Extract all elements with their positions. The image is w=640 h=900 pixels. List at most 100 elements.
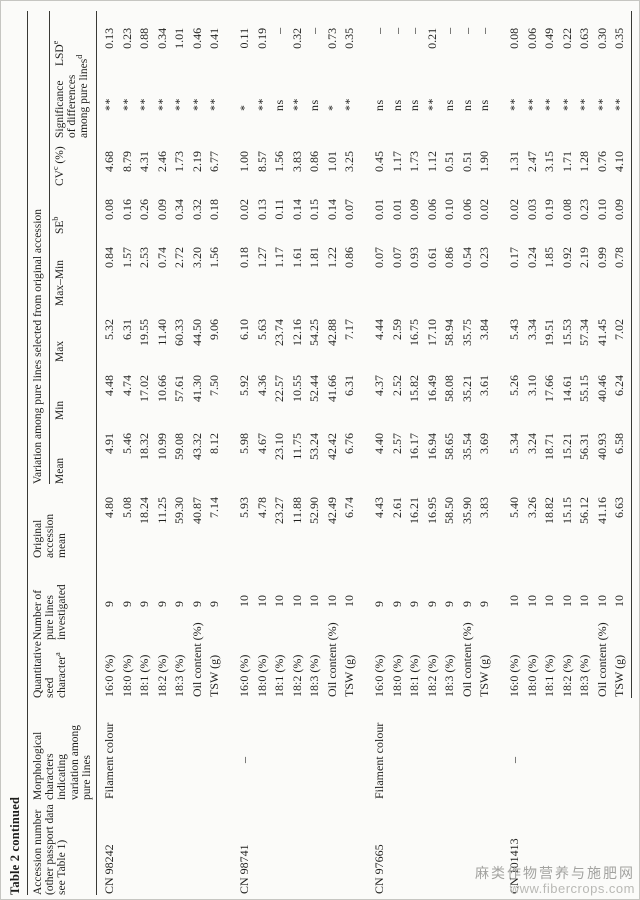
cell-original-mean: 6.63 <box>610 484 632 558</box>
col-header-morphology: Morphological characters indicating variati… <box>27 698 97 800</box>
cell-cv: 1.90 <box>477 151 491 172</box>
cell-lsd: – <box>307 27 321 34</box>
cell-significance: ns <box>372 99 386 111</box>
cell-max-min: 0.54 <box>459 247 474 268</box>
cell-original-mean: 11.25 <box>154 497 169 524</box>
cell-mean: 5.46 <box>119 433 134 454</box>
cell-se: 0.18 <box>207 199 221 220</box>
cell-character: 18:1 (%) <box>137 654 151 697</box>
cell-original-mean: 40.87 <box>189 497 204 524</box>
cell-se: 0.14 <box>324 199 339 220</box>
cell-min: 16.49 <box>424 375 439 402</box>
cell-cv: 1.00 <box>237 151 251 172</box>
cell-lsd: 0.08 <box>507 27 521 49</box>
cell-morphological-character: Filament colour <box>96 698 223 800</box>
cell-significance: ** <box>577 98 591 111</box>
table-row: CN 97665 Filament colour 16:0 (%) 9 4.43 4.40… <box>358 11 388 895</box>
cell-max-min: 1.27 <box>254 247 269 268</box>
cell-max-min: 1.22 <box>324 247 339 268</box>
cell-original-mean: 5.08 <box>119 497 134 518</box>
table-body: CN 98242 Filament colour 16:0 (%) 9 4.80 4.91… <box>96 10 632 895</box>
cell-character: 18:3 (%) <box>307 654 321 697</box>
cell-max: 54.25 <box>307 319 321 346</box>
cell-min: 3.10 <box>524 375 539 396</box>
cell-mean: 6.76 <box>342 433 356 454</box>
cell-lsd: 0.49 <box>542 27 556 49</box>
cell-original-mean: 11.88 <box>289 497 304 524</box>
cell-mean: 2.57 <box>389 433 404 454</box>
cell-n: 10 <box>507 595 521 607</box>
cell-original-mean: 5.93 <box>237 497 251 518</box>
cell-character: 18:0 (%) <box>119 654 134 697</box>
cell-character: 18:0 (%) <box>524 654 539 697</box>
cell-original-mean: 18.82 <box>542 497 556 524</box>
cell-max: 57.34 <box>577 319 591 346</box>
cell-cv: 0.86 <box>307 151 321 172</box>
cell-n: 10 <box>542 595 556 607</box>
cell-min: 58.08 <box>442 375 456 402</box>
cell-n: 9 <box>154 601 169 607</box>
cell-min: 55.15 <box>577 375 591 402</box>
cell-min: 35.21 <box>459 375 474 402</box>
table-row: CN 98242 Filament colour 16:0 (%) 9 4.80 4.91… <box>96 10 223 895</box>
cell-n: 9 <box>407 601 421 607</box>
cell-character: 18:2 (%) <box>424 654 439 697</box>
cell-mean: 15.21 <box>559 433 574 460</box>
cell-significance: ns <box>272 99 286 111</box>
cell-cv: 1.73 <box>407 151 421 172</box>
cell-character: 18:3 (%) <box>442 654 456 697</box>
subcol-header-max-min: Max–Min <box>54 260 66 306</box>
cell-original-mean: 16.95 <box>424 497 439 524</box>
cell-max: 11.40 <box>154 319 169 346</box>
cell-original-mean: 23.27 <box>272 497 286 524</box>
cell-cv: 4.68 <box>96 138 118 186</box>
cell-lsd: – <box>407 27 421 34</box>
cell-original-mean: 35.90 <box>459 497 474 524</box>
cell-mean: 43.32 <box>189 433 204 460</box>
cell-min: 4.36 <box>254 375 269 396</box>
cell-character: 18:2 (%) <box>154 654 169 697</box>
cell-character: 18:3 (%) <box>577 654 591 697</box>
cell-character: TSW (g) <box>477 654 491 697</box>
cell-max-min: 0.86 <box>342 247 356 268</box>
cell-n: 9 <box>137 601 151 607</box>
cell-original-mean: 5.40 <box>507 497 521 518</box>
cell-min: 14.61 <box>559 375 574 402</box>
subcol-header-se: SEb <box>51 216 66 234</box>
cell-original-mean: 7.14 <box>207 497 221 518</box>
cell-cv: 1.31 <box>507 151 521 172</box>
cell-max: 41.45 <box>594 319 609 346</box>
cell-max-min: 0.23 <box>477 247 491 268</box>
cell-morphological-character: Filament colour <box>372 722 386 799</box>
cell-mean: 53.24 <box>307 433 321 460</box>
cell-min: 6.24 <box>610 362 632 420</box>
cell-original-mean: 58.50 <box>442 497 456 524</box>
cell-original-mean: 15.15 <box>559 497 574 524</box>
cell-mean: 42.42 <box>324 433 339 460</box>
table-row: CN 101413–16:0 (%) 10 5.40 5.34 5.26 5.43 0.17… <box>493 11 523 895</box>
cell-min: 2.52 <box>389 375 404 396</box>
cell-significance: ns <box>459 99 474 111</box>
cell-significance: ns <box>307 99 321 111</box>
table-row: CN 98741 – 16:0 (%) 10 5.93 5.98 5.92 6.10 0.18 0… <box>223 11 253 895</box>
cell-se: 0.09 <box>407 199 421 220</box>
cell-min: 17.66 <box>542 375 556 402</box>
cell-lsd: 0.32 <box>289 27 304 49</box>
subcol-header-mean: Mean <box>54 457 66 484</box>
cell-max: 9.06 <box>207 319 221 340</box>
cell-max: 7.17 <box>342 319 356 340</box>
cell-lsd: 0.34 <box>154 27 169 49</box>
cell-character: Oil content (%) <box>459 622 474 697</box>
cell-se: 0.09 <box>610 186 632 234</box>
cell-n: 9 <box>372 601 386 607</box>
cell-cv: 4.10 <box>610 138 632 186</box>
cell-n: 9 <box>424 601 439 607</box>
cell-lsd: 0.63 <box>577 27 591 49</box>
table-caption: Table 2 continued <box>8 796 22 895</box>
cell-max-min: 0.07 <box>389 247 404 268</box>
cell-se: 0.01 <box>389 199 404 220</box>
cell-cv: 2.47 <box>524 151 539 172</box>
cell-max-min: 0.84 <box>96 234 118 306</box>
cell-min: 5.92 <box>237 375 251 396</box>
cell-max-min: 0.92 <box>559 247 574 268</box>
